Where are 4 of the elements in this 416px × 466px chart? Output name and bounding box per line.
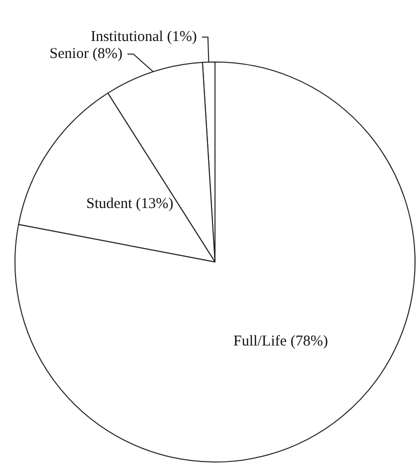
slice-label: Institutional (1%) bbox=[90, 29, 197, 46]
slice-label: Student (13%) bbox=[86, 196, 174, 212]
slice-label: Senior (8%) bbox=[50, 46, 122, 62]
slice-label: Full/Life (78%) bbox=[233, 333, 328, 350]
